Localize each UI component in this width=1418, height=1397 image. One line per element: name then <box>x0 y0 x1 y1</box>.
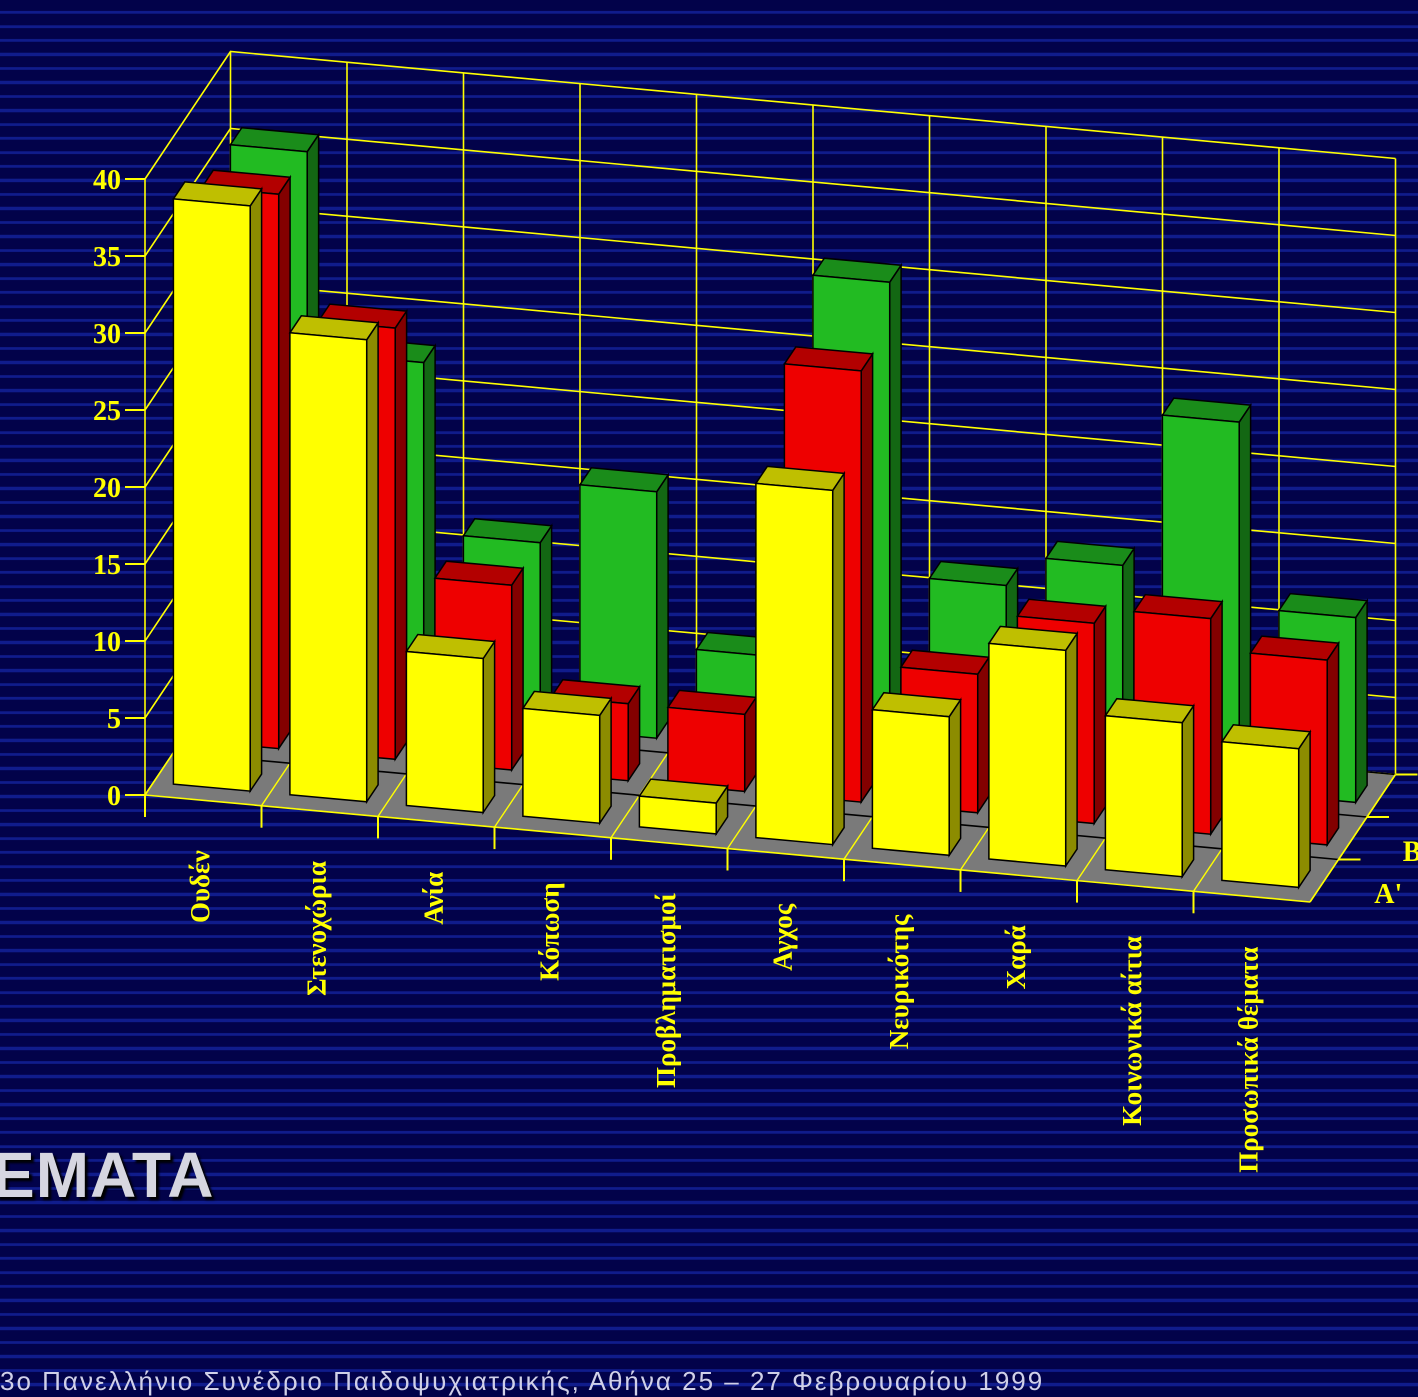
bar-1-8 <box>987 625 1079 869</box>
bar-front <box>289 331 368 803</box>
x-category-label: Ουδέν <box>185 850 215 923</box>
y-tick-label: 35 <box>93 242 121 273</box>
bar-1-1 <box>172 181 263 794</box>
bar-1-3 <box>405 633 496 815</box>
bar-side <box>1064 630 1078 869</box>
y-tick-label: 0 <box>107 781 121 812</box>
y-tick-label: 25 <box>93 396 121 427</box>
x-category-label: Αγχος <box>768 903 798 971</box>
bar-front <box>405 650 484 814</box>
bar-side <box>365 320 379 805</box>
bar-side <box>1326 640 1340 848</box>
x-category-label: Προβληματισμοί <box>651 893 681 1088</box>
bar-side <box>948 697 962 858</box>
bar-side <box>394 308 408 762</box>
y-tick-label: 15 <box>93 550 121 581</box>
y-tick-label: 30 <box>93 319 121 350</box>
series-label: Β' <box>1403 836 1418 867</box>
bar-side <box>482 639 496 815</box>
bar-side <box>860 351 874 805</box>
y-tick-label: 20 <box>93 473 121 504</box>
bar-side <box>831 470 845 848</box>
bar-side <box>655 472 669 741</box>
x-category-label: Νευρικότης <box>884 914 914 1049</box>
x-category-label: Προσωπικά θέματα <box>1234 947 1264 1173</box>
bar-front <box>871 708 950 857</box>
bar-3-4 <box>578 467 670 741</box>
bar-side <box>510 565 524 773</box>
bar-1-5 <box>638 778 729 837</box>
x-category-label: Χαρά <box>1001 925 1031 989</box>
bar-side <box>1181 703 1195 880</box>
x-category-label: Στενοχώρια <box>302 861 332 996</box>
bar-1-10 <box>1220 724 1312 890</box>
bar-front <box>988 642 1067 867</box>
bar-side <box>598 695 612 826</box>
bar-side <box>976 654 990 816</box>
bar-side <box>888 262 902 763</box>
slide-footer: 3ο Πανελλήνιο Συνέδριο Παιδοψυχιατρικής,… <box>0 1366 1045 1396</box>
y-tick-label: 10 <box>93 627 121 658</box>
bar-front <box>1221 740 1300 889</box>
chart-labels: 0 5 10 15 20 25 30 35 40 Ουδέν Στενοχώρια Ανία Κόπωσ… <box>93 165 1418 1173</box>
gridline-y <box>144 127 1396 257</box>
y-tick-label: 5 <box>107 704 121 735</box>
bar-1-6 <box>754 465 846 848</box>
bar-2-5 <box>666 689 758 794</box>
bar-front <box>172 198 251 792</box>
bar-side <box>1093 603 1107 826</box>
bar-side <box>277 174 291 752</box>
gridline-y <box>144 50 1396 180</box>
series-label: Α' <box>1374 879 1402 910</box>
bar-1-4 <box>521 690 613 826</box>
bar-side <box>1209 599 1223 837</box>
slide-title: ΕΜΑΤΑ <box>0 1139 215 1211</box>
depth-axis <box>1309 774 1397 903</box>
chart-bars <box>172 126 1369 890</box>
bar-side <box>1297 729 1311 890</box>
y-tick-label: 40 <box>93 165 121 196</box>
bar-front <box>1104 714 1183 878</box>
bar-1-2 <box>288 315 380 805</box>
x-category-label: Κόπωση <box>535 882 565 981</box>
bar-front <box>522 707 601 825</box>
x-category-label: Ανία <box>418 872 448 925</box>
bar-front <box>667 706 746 793</box>
bar-side <box>249 186 263 794</box>
bar-front <box>638 795 717 835</box>
bar-side <box>1354 598 1368 805</box>
bar-1-9 <box>1104 697 1195 880</box>
bar-front <box>755 482 834 846</box>
bar-1-7 <box>871 691 962 858</box>
x-category-label: Κοινωνικά αίτια <box>1117 936 1147 1126</box>
